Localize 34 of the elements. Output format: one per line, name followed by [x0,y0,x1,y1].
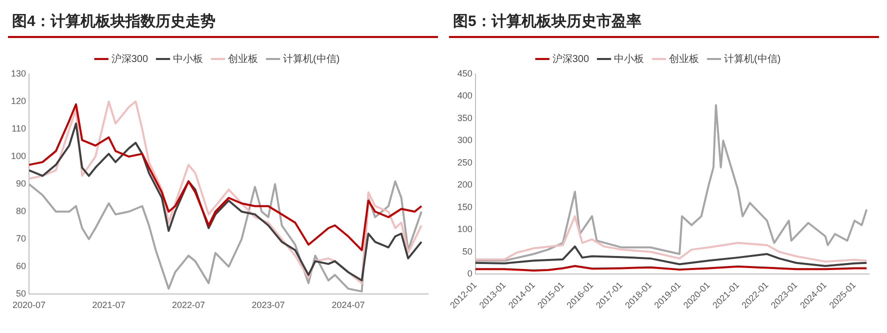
y-tick-label: 120 [10,96,26,106]
x-tick-label: 2023-07 [252,300,285,310]
y-tick-label: 60 [16,261,26,272]
y-tick-label: 250 [457,157,472,168]
x-tick-label: 2022-07 [172,300,206,310]
legend-label: 中小板 [614,52,644,65]
legend-label: 计算机(中信) [724,52,781,65]
x-tick-label: 2020-07 [12,300,46,310]
y-tick-label: 150 [457,202,472,212]
chart-title: 图4：计算机板块指数历史走势 [8,8,438,38]
y-tick-label: 50 [462,246,472,256]
y-tick-label: 130 [10,68,26,78]
legend-label: 沪深300 [111,52,148,65]
x-tick-label: 2021-07 [92,300,126,310]
y-tick-label: 110 [12,124,26,134]
y-tick-label: 70 [16,234,26,244]
y-tick-label: 400 [457,90,472,101]
y-tick-label: 90 [16,178,26,189]
legend-label: 创业板 [228,52,258,65]
y-tick-label: 200 [457,180,472,190]
y-tick-label: 300 [457,135,472,146]
y-tick-label: 100 [10,151,26,162]
x-tick-label: 2024-07 [332,300,365,310]
legend-label: 沪深300 [552,52,590,65]
legend-label: 计算机(中信) [283,52,340,65]
y-tick-label: 450 [457,68,472,78]
y-tick-label: 350 [457,112,472,123]
legend-label: 创业板 [669,52,700,65]
chart-title: 图5：计算机板块历史市盈率 [449,8,879,38]
y-tick-label: 80 [16,206,26,216]
legend-label: 中小板 [173,52,204,65]
y-tick-label: 0 [467,268,472,278]
y-tick-label: 100 [457,224,472,234]
y-tick-label: 50 [16,288,26,299]
